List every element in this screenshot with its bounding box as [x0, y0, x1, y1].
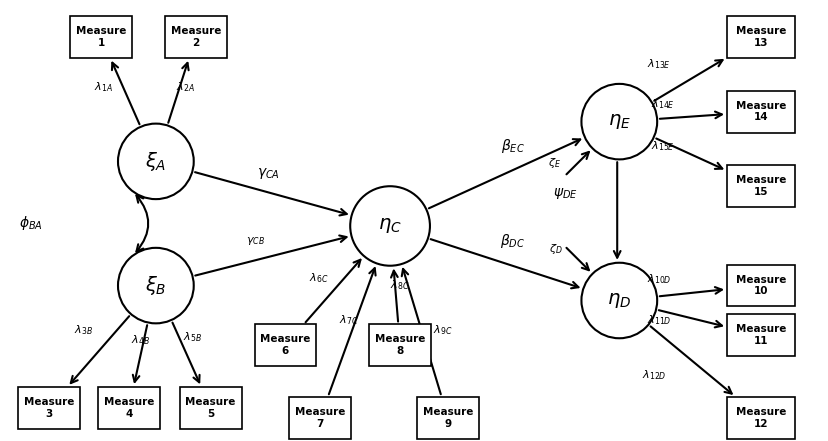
Text: Measure
6: Measure 6 — [260, 334, 310, 356]
Text: $\lambda_{13E}$: $\lambda_{13E}$ — [647, 57, 671, 71]
Text: $\lambda_{8C}$: $\lambda_{8C}$ — [390, 279, 409, 292]
Text: $\lambda_{9C}$: $\lambda_{9C}$ — [433, 323, 452, 337]
Text: $\lambda_{7C}$: $\lambda_{7C}$ — [338, 314, 358, 327]
Text: Measure
7: Measure 7 — [295, 407, 345, 429]
Text: $\lambda_{10D}$: $\lambda_{10D}$ — [646, 272, 671, 285]
Text: $\zeta_D$: $\zeta_D$ — [548, 242, 561, 256]
Text: Measure
3: Measure 3 — [24, 397, 75, 419]
Text: $\lambda_{2A}$: $\lambda_{2A}$ — [176, 80, 195, 94]
FancyBboxPatch shape — [98, 387, 160, 429]
Text: $\lambda_{1A}$: $\lambda_{1A}$ — [94, 80, 113, 94]
FancyBboxPatch shape — [726, 91, 794, 133]
FancyBboxPatch shape — [368, 324, 431, 366]
Text: $\eta_E$: $\eta_E$ — [607, 112, 630, 131]
Text: Measure
1: Measure 1 — [76, 26, 126, 48]
Text: Measure
10: Measure 10 — [734, 275, 785, 296]
Text: $\lambda_{15E}$: $\lambda_{15E}$ — [651, 139, 674, 153]
Text: $\lambda_{4B}$: $\lambda_{4B}$ — [132, 333, 150, 347]
Circle shape — [349, 186, 430, 266]
FancyBboxPatch shape — [289, 397, 351, 439]
Text: $\psi_{DE}$: $\psi_{DE}$ — [552, 186, 577, 201]
FancyBboxPatch shape — [726, 165, 794, 207]
Text: Measure
4: Measure 4 — [104, 397, 154, 419]
FancyBboxPatch shape — [416, 397, 479, 439]
FancyBboxPatch shape — [726, 397, 794, 439]
Text: Measure
8: Measure 8 — [374, 334, 425, 356]
Circle shape — [580, 84, 657, 159]
FancyBboxPatch shape — [165, 16, 226, 58]
Text: $\eta_D$: $\eta_D$ — [606, 291, 631, 310]
Text: $\lambda_{11D}$: $\lambda_{11D}$ — [646, 314, 671, 327]
FancyBboxPatch shape — [726, 314, 794, 356]
Text: $\gamma_{CA}$: $\gamma_{CA}$ — [257, 166, 280, 181]
Circle shape — [118, 123, 194, 199]
Text: $\lambda_{3B}$: $\lambda_{3B}$ — [74, 323, 93, 337]
Text: Measure
13: Measure 13 — [734, 26, 785, 48]
FancyBboxPatch shape — [70, 16, 132, 58]
Text: $\zeta_E$: $\zeta_E$ — [547, 157, 561, 170]
Text: Measure
15: Measure 15 — [734, 176, 785, 197]
Text: $\xi_A$: $\xi_A$ — [145, 150, 166, 173]
Text: $\gamma_{CB}$: $\gamma_{CB}$ — [246, 235, 265, 247]
Circle shape — [118, 248, 194, 323]
Text: Measure
12: Measure 12 — [734, 407, 785, 429]
Text: Measure
14: Measure 14 — [734, 101, 785, 123]
Text: $\eta_C$: $\eta_C$ — [378, 217, 402, 235]
FancyArrowPatch shape — [137, 195, 148, 251]
Circle shape — [580, 263, 657, 338]
Text: Measure
2: Measure 2 — [171, 26, 220, 48]
Text: $\lambda_{5B}$: $\lambda_{5B}$ — [183, 330, 202, 344]
Text: Measure
9: Measure 9 — [422, 407, 473, 429]
FancyBboxPatch shape — [254, 324, 316, 366]
Text: Measure
5: Measure 5 — [185, 397, 236, 419]
FancyBboxPatch shape — [18, 387, 80, 429]
Text: $\beta_{EC}$: $\beta_{EC}$ — [500, 138, 524, 156]
Text: $\phi_{BA}$: $\phi_{BA}$ — [19, 214, 43, 232]
FancyBboxPatch shape — [726, 16, 794, 58]
Text: $\xi_B$: $\xi_B$ — [145, 274, 166, 297]
Text: $\lambda_{6C}$: $\lambda_{6C}$ — [308, 271, 328, 284]
FancyBboxPatch shape — [180, 387, 241, 429]
Text: $\beta_{DC}$: $\beta_{DC}$ — [499, 232, 525, 250]
Text: $\lambda_{12D}$: $\lambda_{12D}$ — [641, 368, 666, 382]
FancyBboxPatch shape — [726, 265, 794, 306]
Text: Measure
11: Measure 11 — [734, 325, 785, 346]
Text: $\lambda_{14E}$: $\lambda_{14E}$ — [651, 97, 674, 111]
